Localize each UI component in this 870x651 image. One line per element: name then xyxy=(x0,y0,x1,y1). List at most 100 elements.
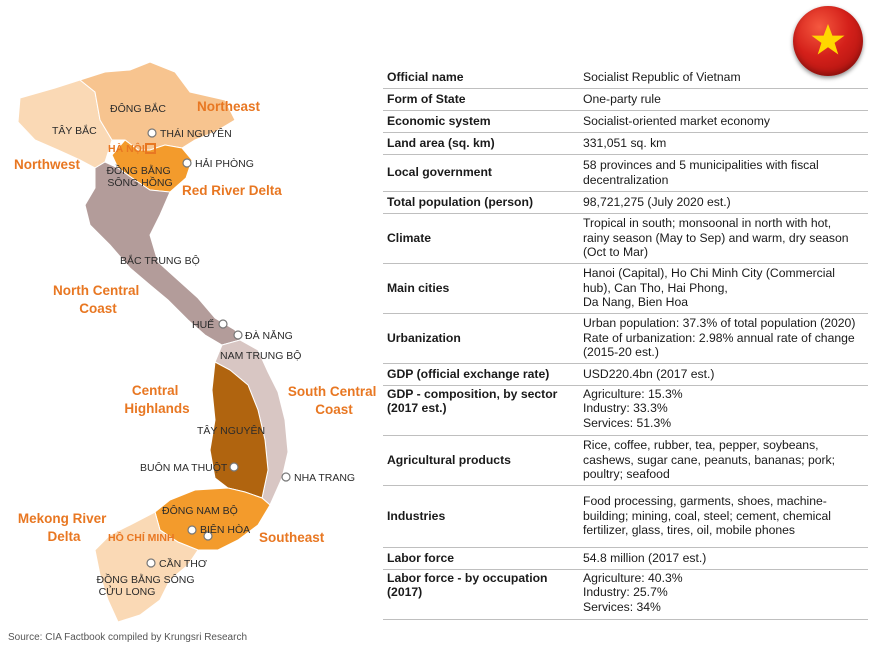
city-can-tho: CẦN THƠ xyxy=(159,557,207,570)
area-dong-bang-song-cuu-long: ĐỒNG BẰNG SÔNG CỬU LONG xyxy=(97,573,198,598)
fact-value-line: USD220.4bn (2017 est.) xyxy=(583,366,715,381)
city-ho-chi-minh: HỒ CHÍ MINH xyxy=(108,531,175,544)
fact-value: One-party rule xyxy=(571,88,868,111)
fact-value-line: Rice, coffee, rubber, tea, pepper, soybe… xyxy=(583,438,819,453)
fact-value-line: Industry: 33.3% xyxy=(583,401,668,415)
label-north-central-coast-line2: Coast xyxy=(79,301,117,316)
region-northeast xyxy=(78,61,236,151)
label-central-highlands: Central Highlands xyxy=(124,383,189,416)
fact-key: Land area (sq. km) xyxy=(383,132,571,155)
fact-value-line: Hanoi (Capital), Ho Chi Minh City (Comme… xyxy=(583,266,835,281)
vietnam-flag-icon xyxy=(793,6,863,76)
fact-value: Rice, coffee, rubber, tea, pepper, soybe… xyxy=(571,435,868,486)
fact-row: Economic system Socialist-oriented market… xyxy=(383,110,868,133)
city-marker-da-nang xyxy=(233,330,243,340)
city-marker-hue xyxy=(218,319,228,329)
fact-value: 54.8 million (2017 est.) xyxy=(571,547,868,570)
area-dong-bang-song-hong-line1: ĐỒNG BẰNG xyxy=(106,164,170,177)
region-mekong-river-delta xyxy=(94,511,199,623)
fact-value: 98,721,275 (July 2020 est.) xyxy=(571,191,868,214)
fact-value-line: cashews, sugar cane, peanuts, bananas; p… xyxy=(583,452,836,467)
fact-key: Agricultural products xyxy=(383,435,571,486)
fact-row: Form of State One-party rule xyxy=(383,88,868,111)
label-northeast: Northeast xyxy=(197,99,261,114)
city-marker-thai-nguyen xyxy=(147,128,157,138)
fact-value-line: 54.8 million (2017 est.) xyxy=(583,550,707,565)
fact-row: Urbanization Urban population: 37.3% of t… xyxy=(383,313,868,364)
fact-value-line: Agriculture: 15.3% xyxy=(583,386,683,401)
source-note: Source: CIA Factbook compiled by Krungsr… xyxy=(8,632,247,643)
city-marker-buon-ma-thuot xyxy=(229,462,239,472)
fact-row: Main cities Hanoi (Capital), Ho Chi Minh … xyxy=(383,263,868,314)
fact-value-line: Tropical in south; monsoonal in north wi… xyxy=(583,216,832,231)
city-da-nang: ĐÀ NẴNG xyxy=(245,329,293,342)
fact-value: Tropical in south; monsoonal in north wi… xyxy=(571,213,868,264)
fact-value-line: rainy season (May to Sep) and warm, dry … xyxy=(583,230,849,245)
fact-value: 58 provinces and 5 municipalities with f… xyxy=(571,154,868,192)
label-northwest: Northwest xyxy=(14,157,81,172)
fact-key: Form of State xyxy=(383,88,571,111)
fact-row: Industries Food processing, garments, sho… xyxy=(383,485,868,548)
city-hai-phong: HẢI PHÒNG xyxy=(195,157,254,170)
area-dong-bang-song-cuu-long-line2: CỬU LONG xyxy=(99,585,156,598)
fact-value-line: Socialist-oriented market economy xyxy=(583,113,770,128)
fact-row: Total population (person) 98,721,275 (Jul… xyxy=(383,191,868,214)
label-mekong-river-delta-line1: Mekong River xyxy=(18,511,107,526)
fact-value-line: Agriculture: 40.3% xyxy=(583,570,683,585)
fact-value-line: fertilizer, glass, tires, oil, mobile ph… xyxy=(583,523,796,538)
fact-value-line: One-party rule xyxy=(583,91,661,106)
fact-value: Urban population: 37.3% of total populat… xyxy=(571,313,868,364)
fact-key: Official name xyxy=(383,66,571,89)
fact-value: Agriculture: 15.3% Industry: 33.3% Service… xyxy=(571,385,868,436)
city-ha-noi: HÀ NỘI xyxy=(108,142,145,155)
label-north-central-coast-line1: North Central xyxy=(53,283,139,298)
label-mekong-river-delta-line2: Delta xyxy=(47,529,81,544)
fact-key: GDP - composition, by sector (2017 est.) xyxy=(383,385,571,436)
area-tay-bac: TÂY BẮC xyxy=(52,124,97,137)
fact-value-line: Da Nang, Bien Hoa xyxy=(583,295,689,310)
area-tay-nguyen: TÂY NGUYÊN xyxy=(197,424,265,437)
vietnam-region-map: Northeast Northwest Red River Delta Nort… xyxy=(14,61,376,623)
fact-row: Labor force - by occupation (2017) Agricu… xyxy=(383,569,868,620)
area-dong-bang-song-cuu-long-line1: ĐỒNG BẰNG SÔNG xyxy=(97,573,195,586)
label-red-river-delta: Red River Delta xyxy=(182,183,282,198)
fact-value-line: Socialist Republic of Vietnam xyxy=(583,69,741,84)
area-dong-bang-song-hong: ĐỒNG BẰNG SÔNG HỒNG xyxy=(106,164,173,189)
region-southeast xyxy=(154,487,271,551)
fact-value: USD220.4bn (2017 est.) xyxy=(571,363,868,386)
city-bien-hoa: BIÊN HÒA xyxy=(200,523,250,536)
fact-value: Socialist Republic of Vietnam xyxy=(571,66,868,89)
fact-key: Main cities xyxy=(383,263,571,314)
fact-value-line: 331,051 sq. km xyxy=(583,135,667,150)
country-facts-table: Official name Socialist Republic of Vietn… xyxy=(383,66,868,620)
city-marker-hai-phong xyxy=(182,158,192,168)
area-dong-bang-song-hong-line2: SÔNG HỒNG xyxy=(107,176,172,189)
city-hue: HUẾ xyxy=(192,318,214,331)
fact-value: Agriculture: 40.3% Industry: 25.7% Service… xyxy=(571,569,868,620)
fact-row: Local government 58 provinces and 5 munic… xyxy=(383,154,868,192)
fact-value-line: decentralization xyxy=(583,172,669,187)
region-north-central-coast xyxy=(84,161,241,346)
fact-value: Socialist-oriented market economy xyxy=(571,110,868,133)
fact-value-line: Services: 34% xyxy=(583,599,661,614)
fact-row: Climate Tropical in south; monsoonal in n… xyxy=(383,213,868,264)
city-marker-ha-noi xyxy=(145,143,156,154)
fact-value-line: poultry; seafood xyxy=(583,467,670,482)
fact-value: Hanoi (Capital), Ho Chi Minh City (Comme… xyxy=(571,263,868,314)
fact-row: Land area (sq. km) 331,051 sq. km xyxy=(383,132,868,155)
city-marker-ho-chi-minh xyxy=(203,531,213,541)
fact-key: Labor force - by occupation (2017) xyxy=(383,569,571,620)
fact-key: Industries xyxy=(383,485,571,548)
city-thai-nguyen: THÁI NGUYÊN xyxy=(160,127,232,140)
fact-value-line: Services: 51.3% xyxy=(583,415,672,430)
fact-key: Economic system xyxy=(383,110,571,133)
fact-row: GDP (official exchange rate) USD220.4bn (… xyxy=(383,363,868,386)
fact-value-line: Rate of urbanization: 2.98% annual rate … xyxy=(583,330,855,345)
fact-value-line: (2015-20 est.) xyxy=(583,345,659,360)
fact-value: Food processing, garments, shoes, machin… xyxy=(571,485,868,548)
fact-key: Total population (person) xyxy=(383,191,571,214)
label-north-central-coast: North Central Coast xyxy=(53,283,143,316)
label-mekong-river-delta: Mekong River Delta xyxy=(18,511,110,544)
city-nha-trang: NHA TRANG xyxy=(294,472,355,484)
fact-row: Agricultural products Rice, coffee, rubbe… xyxy=(383,435,868,486)
